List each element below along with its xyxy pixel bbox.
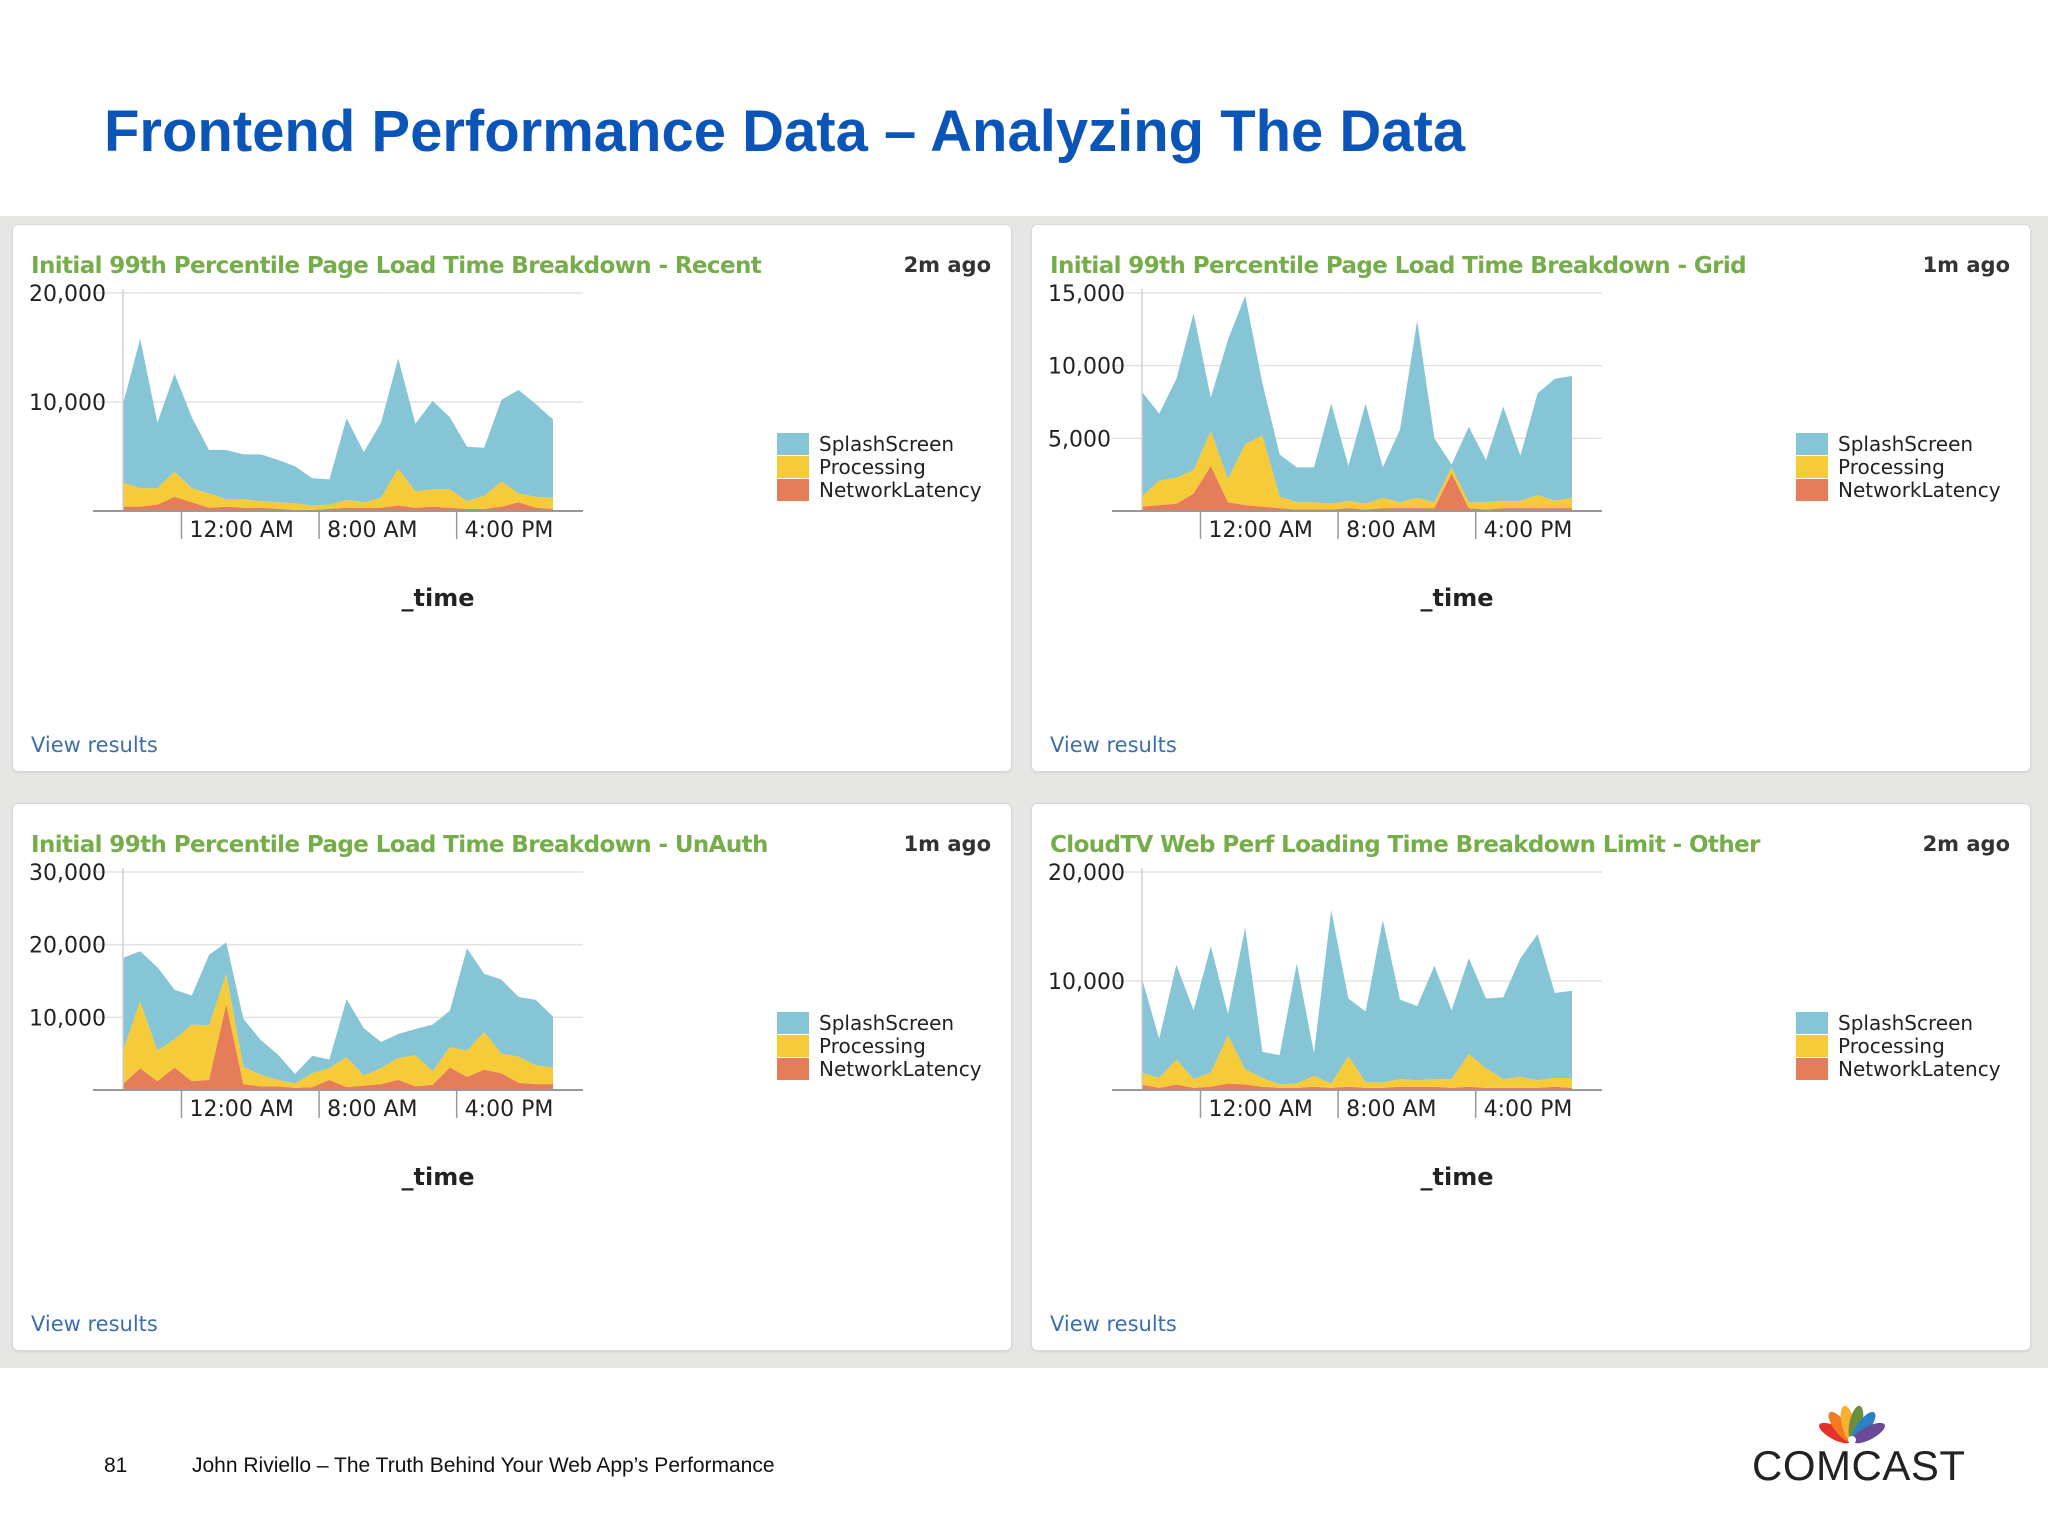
area-chart-unauth: 10,000 20,000 30,000 12:00 AM 8:00 AM 4:00 PM… <box>29 861 982 1191</box>
area-chart-recent: 10,000 20,000 12:00 AM 8:00 AM 4:00 PM _time S… <box>29 282 982 612</box>
x-tick-label: 12:00 AM <box>1208 1097 1312 1122</box>
panel-updated-time: 2m ago <box>903 253 991 277</box>
area-processing <box>123 973 553 1088</box>
area-chart-grid: 5,000 10,000 15,000 12:00 AM 8:00 AM 4:00 PM _… <box>1048 282 2001 612</box>
legend-label: NetworkLatency <box>819 478 982 502</box>
legend-swatch <box>1796 456 1828 478</box>
x-axis-title: _time <box>402 1163 475 1191</box>
x-axis-title: _time <box>1421 584 1494 612</box>
y-tick-label: 10,000 <box>29 391 106 416</box>
legend-swatch <box>777 1012 809 1034</box>
legend-label: SplashScreen <box>1838 1011 1973 1035</box>
area-networklatency <box>123 496 553 511</box>
panel-updated-time: 2m ago <box>1922 832 2010 856</box>
area-splashscreen <box>1142 295 1572 504</box>
y-tick-label: 30,000 <box>29 861 106 886</box>
x-tick-label: 12:00 AM <box>189 1097 293 1122</box>
view-results-link[interactable]: View results <box>1050 1312 1177 1336</box>
x-tick-label: 4:00 PM <box>465 518 554 543</box>
legend-label: SplashScreen <box>819 1011 954 1035</box>
y-tick-label: 5,000 <box>1048 427 1111 452</box>
peacock-feather <box>1852 1422 1885 1444</box>
legend-swatch <box>777 433 809 455</box>
area-splashscreen <box>123 338 553 506</box>
area-networklatency <box>1142 465 1572 511</box>
view-results-link[interactable]: View results <box>31 733 158 757</box>
legend-swatch <box>1796 479 1828 501</box>
x-tick-label: 12:00 AM <box>1208 518 1312 543</box>
legend-swatch <box>1796 1012 1828 1034</box>
legend-swatch <box>1796 1035 1828 1057</box>
comcast-logo: COMCAST <box>1752 1402 1966 1494</box>
y-tick-label: 10,000 <box>1048 355 1125 380</box>
x-tick-label: 4:00 PM <box>465 1097 554 1122</box>
x-tick-label: 8:00 AM <box>327 518 417 543</box>
x-tick-label: 8:00 AM <box>1346 1097 1436 1122</box>
y-tick-label: 10,000 <box>29 1006 106 1031</box>
legend-swatch <box>1796 1058 1828 1080</box>
legend-swatch <box>1796 433 1828 455</box>
area-splashscreen <box>123 942 553 1084</box>
legend-label: Processing <box>819 455 926 479</box>
y-tick-label: 10,000 <box>1048 970 1125 995</box>
x-tick-label: 4:00 PM <box>1484 1097 1573 1122</box>
logo-wordmark: COMCAST <box>1752 1442 1966 1489</box>
area-processing <box>1142 1035 1572 1088</box>
peacock-body <box>1848 1436 1856 1444</box>
legend-swatch <box>777 1058 809 1080</box>
x-tick-label: 12:00 AM <box>189 518 293 543</box>
x-tick-label: 8:00 AM <box>327 1097 417 1122</box>
panel-unauth: Initial 99th Percentile Page Load Time B… <box>12 803 1012 1351</box>
panel-title: CloudTV Web Perf Loading Time Breakdown … <box>1050 832 1760 858</box>
y-tick-label: 20,000 <box>29 934 106 959</box>
legend-swatch <box>777 1035 809 1057</box>
view-results-link[interactable]: View results <box>1050 733 1177 757</box>
legend-swatch <box>777 479 809 501</box>
panel-title: Initial 99th Percentile Page Load Time B… <box>31 253 762 279</box>
area-processing <box>1142 431 1572 510</box>
footer-text: John Riviello – The Truth Behind Your We… <box>192 1454 775 1477</box>
area-networklatency <box>1142 1083 1572 1090</box>
area-splashscreen <box>1142 910 1572 1085</box>
x-axis-title: _time <box>402 584 475 612</box>
y-tick-label: 20,000 <box>29 282 106 307</box>
legend-label: Processing <box>1838 1034 1945 1058</box>
x-tick-label: 8:00 AM <box>1346 518 1436 543</box>
panel-updated-time: 1m ago <box>1922 253 2010 277</box>
x-tick-label: 4:00 PM <box>1484 518 1573 543</box>
panel-updated-time: 1m ago <box>903 832 991 856</box>
legend-label: NetworkLatency <box>1838 478 2001 502</box>
panel-title: Initial 99th Percentile Page Load Time B… <box>31 832 768 858</box>
slide-title: Frontend Performance Data – Analyzing Th… <box>104 99 1466 164</box>
panel-title: Initial 99th Percentile Page Load Time B… <box>1050 253 1747 279</box>
legend-label: Processing <box>819 1034 926 1058</box>
legend-label: Processing <box>1838 455 1945 479</box>
area-processing <box>123 468 553 510</box>
view-results-link[interactable]: View results <box>31 1312 158 1336</box>
peacock-icon <box>1819 1405 1885 1444</box>
panel-other: CloudTV Web Perf Loading Time Breakdown … <box>1031 803 2031 1351</box>
area-chart-other: 10,000 20,000 12:00 AM 8:00 AM 4:00 PM _time S… <box>1048 861 2001 1191</box>
y-tick-label: 15,000 <box>1048 282 1125 307</box>
page-number: 81 <box>104 1454 128 1477</box>
legend-label: SplashScreen <box>819 432 954 456</box>
legend-label: SplashScreen <box>1838 432 1973 456</box>
legend-label: NetworkLatency <box>1838 1057 2001 1081</box>
panel-recent: Initial 99th Percentile Page Load Time B… <box>12 224 1012 772</box>
panel-grid: Initial 99th Percentile Page Load Time B… <box>1031 224 2031 772</box>
y-tick-label: 20,000 <box>1048 861 1125 886</box>
dashboard-grid: Initial 99th Percentile Page Load Time B… <box>0 216 2048 1368</box>
area-networklatency <box>123 1004 553 1090</box>
x-axis-title: _time <box>1421 1163 1494 1191</box>
legend-label: NetworkLatency <box>819 1057 982 1081</box>
legend-swatch <box>777 456 809 478</box>
